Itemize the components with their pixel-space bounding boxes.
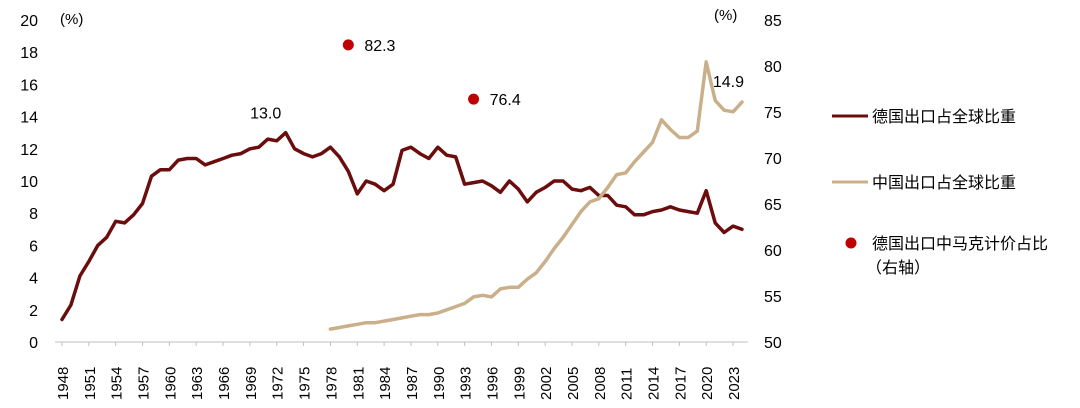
legend-marker-dm-invoicing (845, 237, 857, 249)
legend-label-china-share: 中国出口占全球比重 (872, 174, 1016, 192)
x-tick-label: 1978 (323, 367, 340, 400)
legend-label-dm-invoicing: 德国出口中马克计价占比 (872, 235, 1048, 253)
x-tick-label: 1960 (162, 367, 179, 400)
x-tick-label: 2017 (672, 367, 689, 400)
data-label: 13.0 (250, 106, 281, 123)
y-left-tick-label: 20 (20, 13, 38, 30)
y-right-tick-label: 50 (764, 335, 782, 352)
y-left-tick-label: 8 (29, 206, 38, 223)
annotation-layer: 13.0 14.9 82.3 76.4 (250, 38, 744, 123)
x-tick-label: 1957 (136, 367, 153, 400)
x-tick-label: 1990 (431, 367, 448, 400)
legend-label-germany-share: 德国出口占全球比重 (872, 108, 1016, 126)
y-right-tick-label: 55 (764, 289, 782, 306)
x-tick-label: 1975 (297, 367, 314, 400)
y-left-tick-label: 16 (20, 77, 38, 94)
y-left-tick-label: 2 (29, 303, 38, 320)
y-left-unit-label: (%) (60, 11, 83, 28)
data-label: 14.9 (713, 74, 744, 91)
x-tick-label: 1993 (458, 367, 475, 400)
x-ticks: 1948 1951 1954 1957 1960 1963 1966 1969 1972 1975… (55, 342, 743, 400)
y-right-tick-label: 75 (764, 105, 782, 122)
x-tick-label: 1984 (377, 367, 394, 400)
x-tick-label: 1972 (270, 367, 287, 400)
x-tick-label: 2011 (619, 368, 636, 400)
x-tick-label: 1948 (55, 367, 72, 400)
x-tick-label: 2005 (565, 367, 582, 400)
x-tick-label: 1954 (109, 367, 126, 400)
x-tick-label: 1996 (484, 367, 501, 400)
series-point-dm-invoicing (468, 93, 480, 105)
series-line-china-share (328, 60, 744, 331)
series-point-dm-invoicing (342, 39, 354, 51)
y-right-tick-label: 80 (764, 59, 782, 76)
x-tick-label: 2014 (646, 367, 663, 400)
y-right-tick-label: 85 (764, 13, 782, 30)
data-label: 76.4 (490, 92, 521, 109)
y-left-tick-label: 0 (29, 335, 38, 352)
y-left-tick-label: 18 (20, 45, 38, 62)
y-left-ticks: 0 2 4 6 8 10 12 14 16 18 20 (20, 13, 38, 352)
y-left-tick-label: 4 (29, 271, 38, 288)
legend: 德国出口占全球比重 中国出口占全球比重 德国出口中马克计价占比 （右轴） (832, 108, 1048, 277)
x-tick-label: 1963 (189, 367, 206, 400)
x-tick-label: 1951 (82, 367, 99, 400)
y-left-tick-label: 14 (20, 110, 38, 127)
x-tick-label: 1981 (350, 367, 367, 400)
series-line-germany-share (60, 130, 744, 322)
y-right-unit-label: (%) (714, 7, 737, 24)
y-left-tick-label: 12 (20, 142, 38, 159)
x-tick-label: 2023 (726, 367, 743, 400)
y-right-tick-label: 60 (764, 243, 782, 260)
y-right-tick-label: 70 (764, 151, 782, 168)
x-tick-label: 1999 (511, 367, 528, 400)
y-left-tick-label: 10 (20, 174, 38, 191)
y-right-tick-label: 65 (764, 197, 782, 214)
data-label: 82.3 (364, 38, 395, 55)
x-tick-label: 2020 (699, 367, 716, 400)
legend-label-dm-invoicing-axis-note: （右轴） (866, 259, 930, 277)
x-tick-label: 2008 (592, 367, 609, 400)
y-left-tick-label: 6 (29, 238, 38, 255)
series-layer (60, 39, 744, 331)
x-tick-label: 1987 (404, 367, 421, 400)
x-tick-label: 1969 (243, 367, 260, 400)
x-tick-label: 1966 (216, 367, 233, 400)
x-tick-label: 2002 (538, 367, 555, 400)
y-right-ticks: 50 55 60 65 70 75 80 85 (764, 13, 782, 352)
